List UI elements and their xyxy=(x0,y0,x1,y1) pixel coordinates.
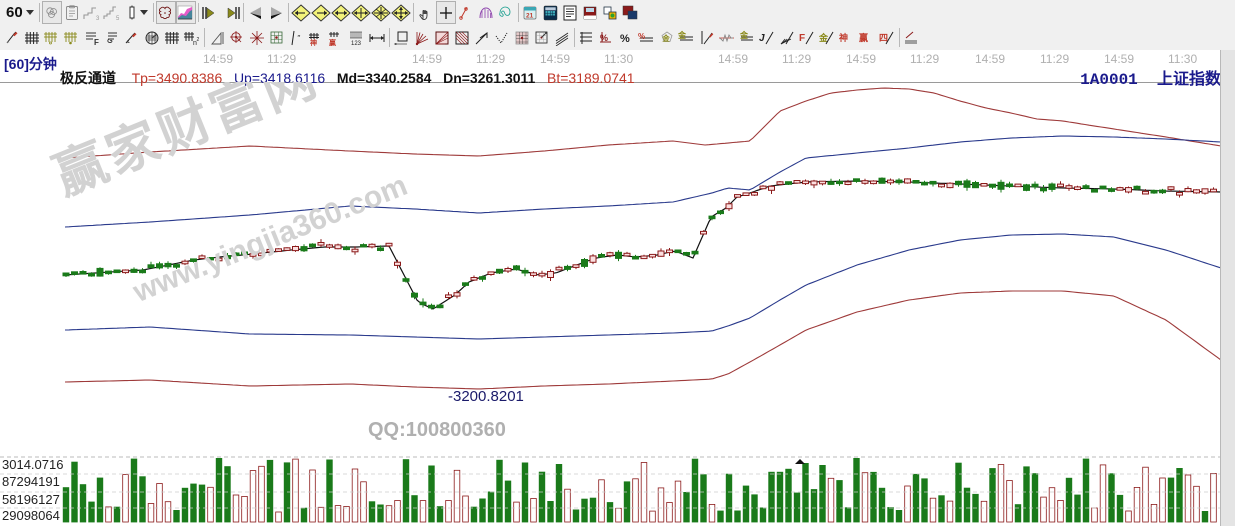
svg-text:J: J xyxy=(759,33,765,44)
svg-text:": " xyxy=(297,34,301,43)
svg-text:赢: 赢 xyxy=(329,38,336,46)
svg-text:金: 金 xyxy=(661,33,670,43)
svg-text:%: % xyxy=(620,33,630,45)
svg-text:21: 21 xyxy=(526,12,534,19)
svg-text:3: 3 xyxy=(96,16,100,21)
svg-text:123: 123 xyxy=(351,41,362,46)
svg-text:F: F xyxy=(799,33,805,44)
svg-text:5: 5 xyxy=(116,16,120,21)
svg-text:赢: 赢 xyxy=(859,32,868,43)
svg-text:%: % xyxy=(600,33,608,43)
svg-text:%: % xyxy=(638,32,645,41)
svg-text:神: 神 xyxy=(839,32,848,43)
svg-text:金: 金 xyxy=(678,30,687,40)
svg-text:2: 2 xyxy=(197,37,200,43)
svg-text:金: 金 xyxy=(739,30,749,40)
svg-text:四: 四 xyxy=(879,33,888,43)
svg-text:神: 神 xyxy=(310,38,317,46)
svg-text:F: F xyxy=(94,38,99,46)
